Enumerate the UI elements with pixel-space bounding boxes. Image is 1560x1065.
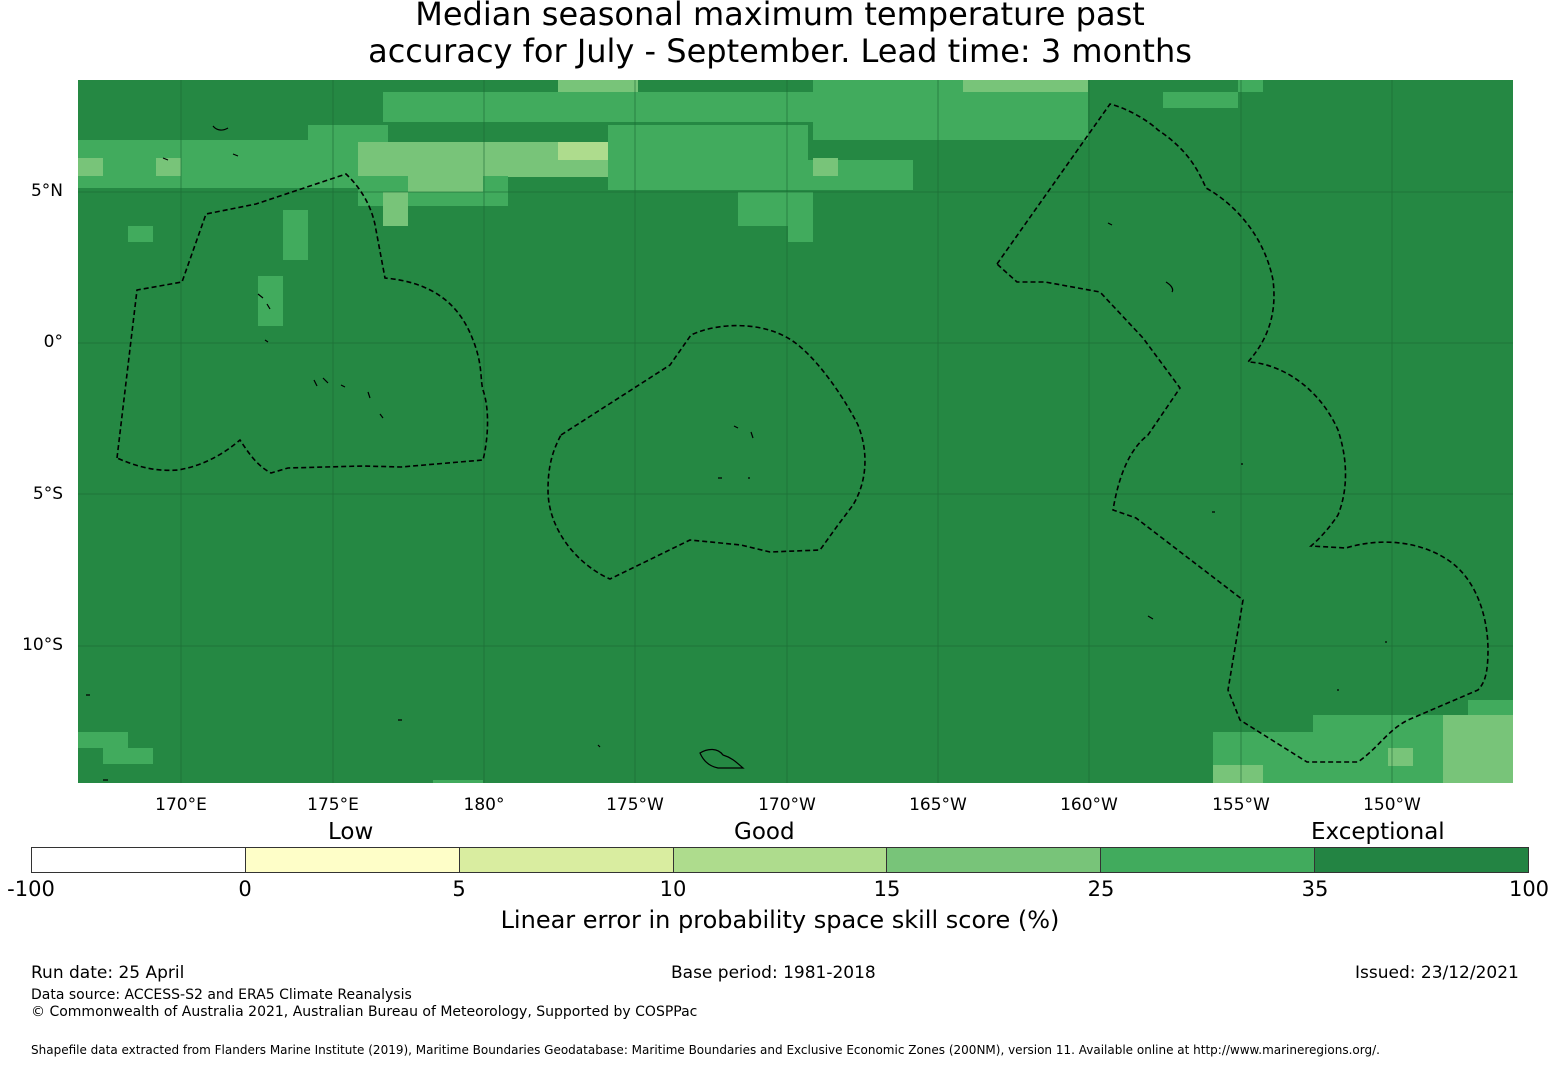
island-samoa (699, 748, 745, 769)
lon-label-180: 180° (463, 795, 505, 815)
data-source: Data source: ACCESS-S2 and ERA5 Climate … (31, 987, 412, 1003)
cell-11 (283, 210, 308, 260)
colorbar-segment-4 (673, 848, 888, 872)
legend-category-low: Low (328, 819, 374, 845)
lon-label-175e: 175°E (307, 795, 359, 815)
colorbar-segment-1 (32, 848, 246, 872)
cell-light-5 (558, 142, 608, 160)
colorbar-segment-3 (459, 848, 674, 872)
cell-light-1 (558, 80, 638, 92)
lon-label-150w: 150°W (1363, 795, 1421, 815)
cell-10 (128, 226, 153, 242)
colorbar (31, 847, 1529, 873)
colorbar-title: Linear error in probability space skill … (500, 906, 1060, 934)
run-date: Run date: 25 April (31, 963, 185, 983)
eez-boundary-east (995, 103, 1489, 763)
colorbar-tick-label: 5 (452, 877, 466, 901)
colorbar-segment-6 (1101, 848, 1316, 872)
cell-light-6 (78, 158, 103, 176)
lat-label-5n: 5°N (30, 181, 63, 201)
lon-label-165w: 165°W (909, 795, 967, 815)
colorbar-tick-label: 10 (659, 877, 687, 901)
legend-category-good: Good (734, 819, 795, 845)
colorbar-tick-label: 100 (1508, 877, 1550, 901)
lat-label-10s: 10°S (22, 635, 63, 655)
cell-south-light-2 (1443, 715, 1513, 783)
colorbar-tick-label: 15 (873, 877, 901, 901)
colorbar-tick-label: 35 (1301, 877, 1329, 901)
cell-14 (1238, 80, 1263, 92)
colorbar-tick-label: 25 (1087, 877, 1115, 901)
colorbar-segment-2 (245, 848, 460, 872)
island-kiribati (257, 293, 384, 419)
lon-label-175w: 175°W (606, 795, 664, 815)
island-north (162, 125, 239, 161)
chart-title: Median seasonal maximum temperature past… (0, 0, 1560, 70)
lon-label-160w: 160°W (1060, 795, 1118, 815)
cell-5 (608, 125, 808, 160)
lat-label-5s: 5°S (32, 484, 63, 504)
cell-light-8 (813, 158, 838, 176)
eez-boundary-central (547, 324, 866, 580)
cell-south-light-3 (1388, 748, 1413, 766)
title-line-1: Median seasonal maximum temperature past (415, 0, 1145, 33)
copyright: © Commonwealth of Australia 2021, Austra… (31, 1004, 698, 1020)
cell-light-3 (383, 142, 458, 160)
title-line-2: accuracy for July - September. Lead time… (368, 32, 1192, 70)
issued-date: Issued: 23/12/2021 (1355, 963, 1519, 983)
colorbar-tick-label: -100 (7, 877, 55, 901)
cell-12 (258, 276, 283, 326)
cell-8 (738, 192, 813, 226)
cell-2 (508, 92, 558, 107)
colorbar-tick-label: 0 (238, 877, 252, 901)
cell-light-7 (156, 158, 181, 176)
cell-light-9 (383, 192, 408, 226)
island-tokelau (718, 425, 754, 479)
cell-9 (788, 226, 813, 242)
lon-label-155w: 155°W (1212, 795, 1270, 815)
cell-light-10 (408, 176, 483, 192)
lon-label-170w: 170°W (758, 795, 816, 815)
cell-south-light-1 (1213, 765, 1263, 783)
map-canvas (78, 80, 1513, 783)
cell-sw-1 (78, 732, 128, 748)
cell-sw-2 (103, 748, 153, 764)
eez-boundaries (116, 103, 1489, 763)
island-cook (1107, 222, 1387, 691)
map-panel (78, 80, 1513, 783)
cell-s-edge (433, 780, 483, 783)
island-sw (86, 694, 601, 781)
skill-cells (78, 80, 1513, 783)
gridlines (78, 80, 1513, 783)
colorbar-segment-5 (887, 848, 1102, 872)
colorbar-segment-7 (1315, 848, 1529, 872)
shapefile-credit: Shapefile data extracted from Flanders M… (31, 1043, 1380, 1057)
islands (86, 125, 1387, 781)
lat-label-0: 0° (43, 332, 63, 352)
base-period: Base period: 1981-2018 (671, 963, 876, 983)
cell-6 (608, 160, 913, 190)
cell-light-11 (963, 80, 1088, 92)
eez-boundary-west (116, 173, 489, 474)
cell-13 (1163, 92, 1238, 108)
lon-label-170e: 170°E (155, 795, 207, 815)
legend-category-exceptional: Exceptional (1311, 819, 1445, 845)
cell-band-north-1 (383, 92, 813, 122)
cell-light-4 (483, 158, 608, 176)
